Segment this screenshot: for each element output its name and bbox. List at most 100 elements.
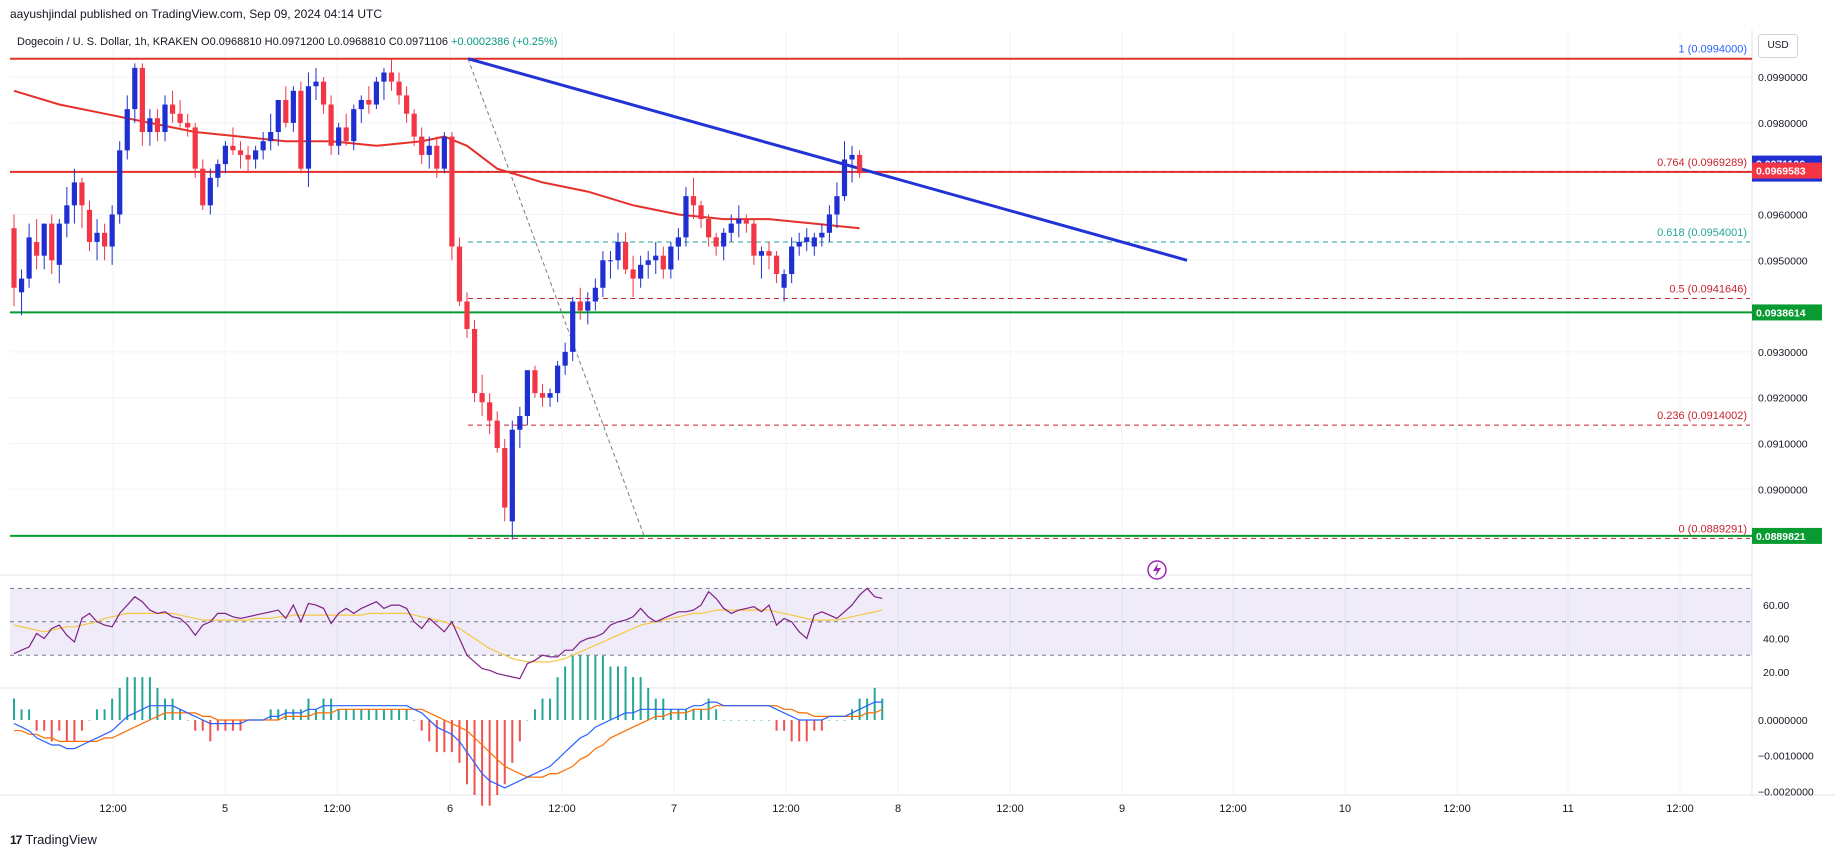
candle-body-109 — [834, 196, 840, 215]
trendline-group — [467, 57, 1188, 262]
macd-histogram-bar-10 — [88, 720, 91, 721]
candle-body-74 — [570, 301, 576, 352]
macd-histogram-bar-15 — [126, 677, 129, 720]
macd-histogram-bar-105 — [805, 720, 808, 742]
candle-body-46 — [358, 99, 364, 110]
macd-panel — [13, 655, 884, 806]
candle-body-86 — [660, 255, 666, 270]
candle-body-65 — [502, 448, 508, 508]
candle-body-13 — [109, 214, 115, 247]
candle-body-54 — [419, 136, 425, 155]
macd-histogram-bar-48 — [375, 709, 378, 720]
macd-histogram-bar-84 — [647, 687, 650, 720]
rsi-tick-2: 20.00 — [1763, 667, 1789, 679]
candle-body-112 — [857, 154, 863, 174]
macd-histogram-bar-8 — [73, 720, 76, 742]
candle-body-100 — [766, 251, 772, 256]
fib-label-0: 1 (0.0994000) — [1679, 44, 1748, 56]
fib-label-3: 0.5 (0.0941646) — [1669, 284, 1747, 296]
candle-body-80 — [615, 241, 621, 261]
macd-histogram-bar-81 — [624, 666, 627, 720]
time-tick-1: 5 — [222, 803, 228, 815]
candle-body-98 — [751, 223, 757, 256]
fib-label-1: 0.764 (0.0969289) — [1657, 157, 1747, 169]
macd-histogram-bar-88 — [677, 709, 680, 720]
macd-histogram-bar-53 — [413, 720, 416, 721]
macd-histogram-bar-14 — [118, 687, 121, 720]
legend-ohlc: Dogecoin / U. S. Dollar, 1h, KRAKEN O0.0… — [17, 36, 557, 48]
time-tick-5: 7 — [671, 803, 677, 815]
macd-histogram-bar-1 — [20, 709, 23, 720]
candle-body-33 — [260, 141, 266, 151]
candle-body-1 — [18, 278, 25, 293]
macd-histogram-bar-45 — [352, 709, 355, 720]
candle-body-9 — [79, 182, 85, 206]
price-tick-4: 0.0930000 — [1758, 347, 1808, 359]
fib-anchor-line — [467, 58, 646, 539]
candle-body-31 — [245, 154, 251, 160]
macd-histogram-bar-42 — [330, 698, 333, 720]
candle-body-35 — [275, 99, 281, 133]
change-value: +0.0002386 (+0.25%) — [451, 36, 558, 48]
candle-body-44 — [343, 127, 349, 142]
macd-histogram-bar-26 — [209, 720, 212, 742]
macd-histogram-bar-111 — [851, 709, 854, 720]
macd-histogram-bar-67 — [518, 720, 521, 742]
candle-body-51 — [396, 81, 402, 96]
macd-histogram-bar-103 — [790, 720, 793, 742]
macd-histogram-bar-62 — [481, 720, 484, 806]
ohlc-values: O0.0968810 H0.0971200 L0.0968810 C0.0971… — [201, 36, 448, 48]
macd-histogram-bar-11 — [96, 709, 99, 720]
macd-histogram-bar-73 — [564, 666, 567, 720]
macd-histogram-bar-20 — [164, 698, 166, 720]
candle-body-40 — [313, 81, 319, 87]
candle-body-67 — [517, 416, 523, 430]
macd-histogram-bar-54 — [420, 720, 423, 731]
candle-body-68 — [524, 370, 530, 417]
candle-body-15 — [124, 109, 130, 151]
macd-histogram-bar-18 — [148, 677, 151, 720]
candle-body-58 — [449, 136, 455, 247]
candle-body-84 — [645, 260, 651, 265]
candle-body-38 — [298, 90, 304, 169]
candle-body-53 — [411, 113, 417, 137]
candle-body-41 — [320, 81, 327, 105]
macd-tick-0: 0.0000000 — [1758, 715, 1808, 727]
macd-histogram-bar-68 — [526, 720, 529, 721]
macd-histogram-bar-83 — [639, 677, 642, 720]
candle-body-34 — [268, 132, 274, 142]
candle-body-60 — [464, 301, 470, 329]
macd-histogram-bar-57 — [443, 720, 446, 753]
macd-histogram-bar-72 — [556, 677, 559, 720]
candle-body-93 — [713, 237, 719, 247]
candle-body-24 — [192, 127, 198, 169]
candle-body-4 — [41, 223, 47, 256]
time-tick-8: 12:00 — [996, 803, 1024, 815]
candle-body-36 — [283, 99, 289, 123]
candle-body-30 — [237, 150, 244, 155]
macd-histogram-bar-78 — [601, 655, 604, 720]
candle-body-77 — [592, 287, 598, 302]
candle-body-18 — [147, 118, 153, 133]
macd-histogram-bar-43 — [337, 709, 340, 720]
price-tick-7: 0.0900000 — [1758, 484, 1808, 496]
horizontal-lines — [10, 57, 1752, 537]
candle-body-3 — [34, 241, 40, 256]
time-tick-10: 12:00 — [1219, 803, 1247, 815]
fib-label-5: 0 (0.0889291) — [1679, 523, 1748, 535]
candle-body-83 — [638, 264, 644, 279]
macd-histogram-bar-41 — [322, 698, 325, 720]
candle-body-26 — [207, 177, 213, 206]
candle-body-71 — [547, 393, 553, 398]
candle-body-63 — [487, 402, 493, 421]
tradingview-logo[interactable]: 17 TradingView — [10, 832, 97, 847]
symbol-name[interactable]: Dogecoin / U. S. Dollar, 1h, KRAKEN — [17, 36, 198, 48]
candle-body-88 — [675, 237, 681, 247]
tradingview-mark-icon: 17 — [10, 832, 22, 847]
candle-body-73 — [562, 351, 568, 366]
candle-body-7 — [64, 205, 70, 224]
currency-button[interactable]: USD — [1758, 34, 1798, 58]
rsi-tick-0: 60.00 — [1763, 600, 1789, 612]
candles — [11, 58, 863, 540]
